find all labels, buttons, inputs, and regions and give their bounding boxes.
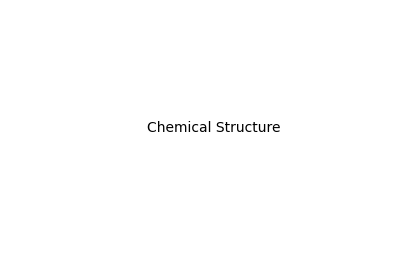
Text: Chemical Structure: Chemical Structure: [148, 121, 281, 135]
